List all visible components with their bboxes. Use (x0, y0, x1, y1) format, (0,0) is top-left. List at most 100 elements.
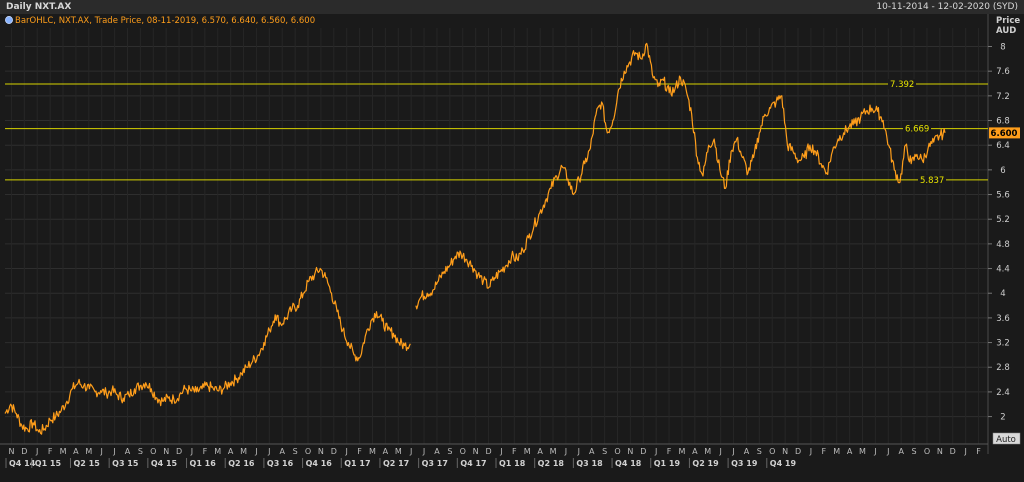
title-bar: Daily NXT.AX 10-11-2014 - 12-02-2020 (SY… (0, 0, 1024, 14)
y-tick-label: 3.2 (996, 339, 1010, 349)
x-month-label: N (8, 447, 14, 456)
x-quarter-label: Q2 16 (228, 459, 255, 468)
x-month-label: F (512, 447, 517, 456)
x-month-label: O (924, 447, 930, 456)
x-quarter-label: Q2 15 (73, 459, 100, 468)
y-tick-label: 6.8 (996, 117, 1010, 127)
date-range: 10-11-2014 - 12-02-2020 (SYD) (876, 2, 1018, 12)
legend-dot-icon[interactable] (5, 16, 13, 24)
x-month-label: F (822, 447, 827, 456)
x-month-label: J (267, 447, 270, 456)
x-quarter-label: Q2 17 (383, 459, 409, 468)
price-line-segment (415, 42, 946, 310)
x-month-label: D (950, 447, 956, 456)
x-month-label: J (499, 447, 502, 456)
quarter-axis[interactable]: Q4 14 Q1 15 Q2 15 Q3 15 Q4 15 Q1 16 Q2 16 Q3 16… (5, 458, 797, 468)
x-month-label: J (35, 447, 38, 456)
x-quarter-label: Q1 18 (499, 459, 526, 468)
x-month-label: A (383, 447, 389, 456)
x-month-label: S (293, 447, 298, 456)
x-month-label: M (214, 447, 221, 456)
x-month-label: N (163, 447, 169, 456)
horizontal-line-label-bg (888, 79, 916, 90)
x-month-label: D (331, 447, 337, 456)
y-tick-label: 4.8 (996, 240, 1010, 250)
x-month-label: J (718, 447, 721, 456)
x-month-label: J (564, 447, 567, 456)
last-price-badge (989, 127, 1020, 139)
y-tick-label: 4 (1000, 289, 1005, 299)
horizontal-line-label: 7.392 (890, 80, 914, 90)
x-month-label: J (100, 447, 103, 456)
x-month-label: M (85, 447, 92, 456)
x-month-label: M (240, 447, 247, 456)
x-month-label: J (654, 447, 657, 456)
x-month-label: F (667, 447, 672, 456)
price-line-segment (4, 266, 411, 435)
x-month-label: M (60, 447, 67, 456)
horizontal-line-label: 6.669 (905, 125, 929, 135)
x-month-label: F (357, 447, 362, 456)
x-quarter-label: Q3 17 (422, 459, 448, 468)
x-month-label: M (704, 447, 711, 456)
x-month-label: J (345, 447, 348, 456)
x-month-label: S (757, 447, 762, 456)
x-quarter-label: Q1 17 (344, 459, 370, 468)
y-tick-label: 5.6 (996, 191, 1010, 201)
x-month-label: O (460, 447, 466, 456)
x-quarter-label: Q3 19 (731, 459, 758, 468)
y-tick-label: 2.8 (996, 363, 1010, 373)
chart-title: Daily NXT.AX (6, 2, 72, 12)
x-month-label: N (318, 447, 324, 456)
last-price-label: 6.600 (991, 129, 1018, 139)
x-month-label: F (203, 447, 208, 456)
x-quarter-label: Q1 16 (190, 459, 217, 468)
y-tick-label: 7.2 (996, 92, 1010, 102)
auto-scale-label: Auto (996, 435, 1016, 445)
x-quarter-label: Q4 15 (151, 459, 178, 468)
x-month-label: D (21, 447, 27, 456)
x-month-label: J (254, 447, 257, 456)
x-month-label: S (138, 447, 143, 456)
price-axis-title: Price (996, 16, 1020, 26)
x-month-label: O (769, 447, 775, 456)
x-quarter-label: Q4 18 (615, 459, 642, 468)
y-tick-label: 8 (1000, 43, 1005, 53)
x-month-label: S (602, 447, 607, 456)
x-month-label: D (176, 447, 182, 456)
x-month-label: D (485, 447, 491, 456)
x-quarter-label: Q4 14 (9, 459, 36, 468)
x-month-label: A (847, 447, 853, 456)
x-month-label: O (150, 447, 156, 456)
x-month-label: A (228, 447, 234, 456)
x-quarter-label: Q3 16 (267, 459, 294, 468)
legend-label: BarOHLC, NXT.AX, Trade Price, 08-11-2019… (15, 16, 315, 26)
price-axis[interactable]: 8 7.6 7.2 6.8 6.4 6 5.6 5.2 4.8 4.4 4 3.6 3.2 2.8 2.4 2 (988, 43, 1010, 423)
y-tick-label: 7.6 (996, 67, 1010, 77)
x-month-label: N (937, 447, 943, 456)
x-month-label: A (898, 447, 904, 456)
x-month-label: S (912, 447, 917, 456)
x-month-label: A (434, 447, 440, 456)
price-chart[interactable]: BarOHLC, NXT.AX, Trade Price, 08-11-2019… (0, 14, 1024, 482)
x-month-label: A (279, 447, 285, 456)
horizontal-line-label: 5.837 (920, 176, 944, 186)
x-quarter-label: Q4 17 (460, 459, 486, 468)
price-axis-currency: AUD (996, 26, 1016, 36)
x-month-label: A (73, 447, 79, 456)
x-quarter-label: Q2 18 (538, 459, 565, 468)
x-month-label: D (795, 447, 801, 456)
x-month-label: J (886, 447, 889, 456)
x-month-label: M (679, 447, 686, 456)
x-quarter-label: Q2 19 (692, 459, 719, 468)
x-month-label: M (369, 447, 376, 456)
x-quarter-label: Q1 19 (654, 459, 681, 468)
x-month-label: J (409, 447, 412, 456)
x-month-label: A (125, 447, 131, 456)
price-series (4, 42, 946, 435)
x-month-label: J (112, 447, 115, 456)
x-month-label: A (589, 447, 595, 456)
y-tick-label: 2 (1000, 413, 1005, 423)
auto-scale-button[interactable] (992, 432, 1021, 445)
